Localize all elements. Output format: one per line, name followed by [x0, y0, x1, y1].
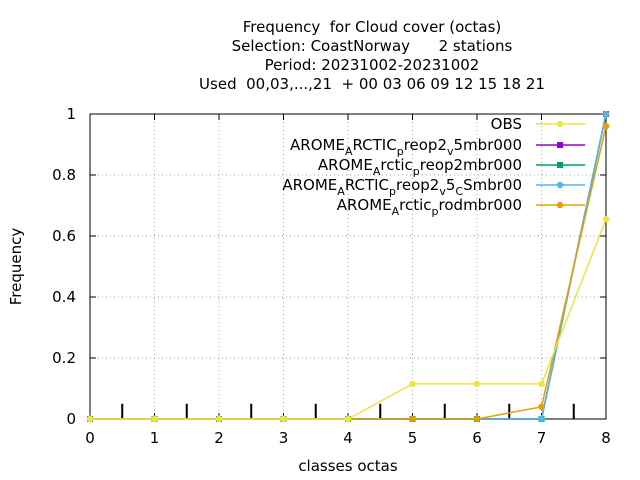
legend-label-part: reop2: [404, 136, 447, 154]
y-tick-label: 0: [66, 410, 76, 428]
chart-title-line: Frequency for Cloud cover (octas): [243, 18, 502, 36]
data-point: [602, 110, 610, 118]
legend-label-part: v: [447, 145, 454, 158]
data-point: [409, 415, 416, 423]
x-tick-label: 0: [85, 429, 95, 447]
grid: [90, 114, 606, 419]
x-tick-label: 2: [214, 429, 224, 447]
chart-title-line: Selection: CoastNorway 2 stations: [232, 37, 513, 55]
legend-label-part: rctic: [399, 196, 431, 214]
legend-label-part: AROME: [282, 176, 337, 194]
legend-label-part: p: [389, 185, 396, 198]
legend-swatch-marker: [556, 181, 564, 189]
legend-label-part: rctic: [380, 156, 412, 174]
legend-label-part: A: [345, 145, 353, 158]
series-4: [86, 216, 610, 423]
legend-label: AROMEArcticpreop2mbr000: [318, 156, 522, 178]
legend-label-part: AROME: [290, 136, 345, 154]
x-tick-label: 6: [472, 429, 482, 447]
x-tick-label: 3: [279, 429, 289, 447]
legend-swatch-marker: [557, 162, 563, 168]
chart-title-line: Used 00,03,...,21 + 00 03 06 09 12 15 18…: [199, 75, 545, 93]
legend-label-part: AROME: [318, 156, 373, 174]
data-point: [344, 415, 352, 423]
y-tick-label: 1: [66, 105, 76, 123]
legend-label-part: C: [455, 185, 463, 198]
legend-label-part: A: [337, 185, 345, 198]
legend-label-part: p: [432, 205, 439, 218]
x-tick-label: 8: [601, 429, 611, 447]
data-point: [602, 123, 610, 130]
data-point: [280, 415, 287, 423]
legend-label: AROMEARCTICpreop2v5mbr000: [290, 136, 522, 158]
data-point: [151, 415, 158, 423]
legend-swatch-marker: [557, 142, 563, 148]
legend: OBSAROMEARCTICpreop2v5mbr000AROMEArcticp…: [282, 115, 585, 218]
data-point: [409, 380, 416, 388]
legend-label-part: 5mbr000: [454, 136, 522, 154]
legend-label-part: reop2: [396, 176, 439, 194]
y-tick-label: 0.6: [52, 227, 76, 245]
y-tick-label: 0.4: [52, 288, 76, 306]
data-point: [473, 415, 481, 423]
x-tick-label: 5: [408, 429, 418, 447]
legend-label-part: AROME: [337, 196, 392, 214]
data-point: [538, 380, 545, 388]
x-axis-label: classes octas: [298, 457, 398, 475]
legend-label: AROMEARCTICpreop2v5CSmbr00: [282, 176, 522, 198]
legend-swatch-marker: [556, 201, 564, 209]
data-point: [538, 415, 545, 423]
legend-label: AROMEArcticprodmbr000: [337, 196, 522, 218]
legend-label-part: RCTIC: [345, 176, 389, 194]
legend-label-part: p: [413, 165, 420, 178]
data-point: [86, 415, 94, 423]
data-point: [215, 415, 223, 423]
legend-label-part: rodmbr000: [439, 196, 522, 214]
y-tick-label: 0.2: [52, 349, 76, 367]
legend-label-part: v: [439, 185, 446, 198]
legend-label-part: p: [397, 145, 404, 158]
legend-label-part: OBS: [491, 115, 522, 133]
data-point: [538, 403, 545, 410]
series-line: [90, 218, 607, 420]
legend-label-part: A: [392, 205, 400, 218]
legend-label: OBS: [491, 115, 522, 133]
legend-label-part: A: [373, 165, 381, 178]
legend-label-part: reop2mbr000: [420, 156, 522, 174]
x-tick-label: 7: [537, 429, 547, 447]
data-point: [602, 216, 610, 223]
y-tick-label: 0.8: [52, 166, 76, 184]
legend-label-part: 5: [446, 176, 456, 194]
x-tick-label: 4: [343, 429, 353, 447]
data-point: [473, 380, 481, 388]
legend-label-part: Smbr00: [463, 176, 522, 194]
legend-swatch-marker: [556, 120, 564, 128]
legend-label-part: RCTIC: [352, 136, 396, 154]
chart-title-line: Period: 20231002-20231002: [265, 56, 480, 74]
x-tick-label: 1: [150, 429, 160, 447]
y-axis-label: Frequency: [7, 228, 25, 306]
